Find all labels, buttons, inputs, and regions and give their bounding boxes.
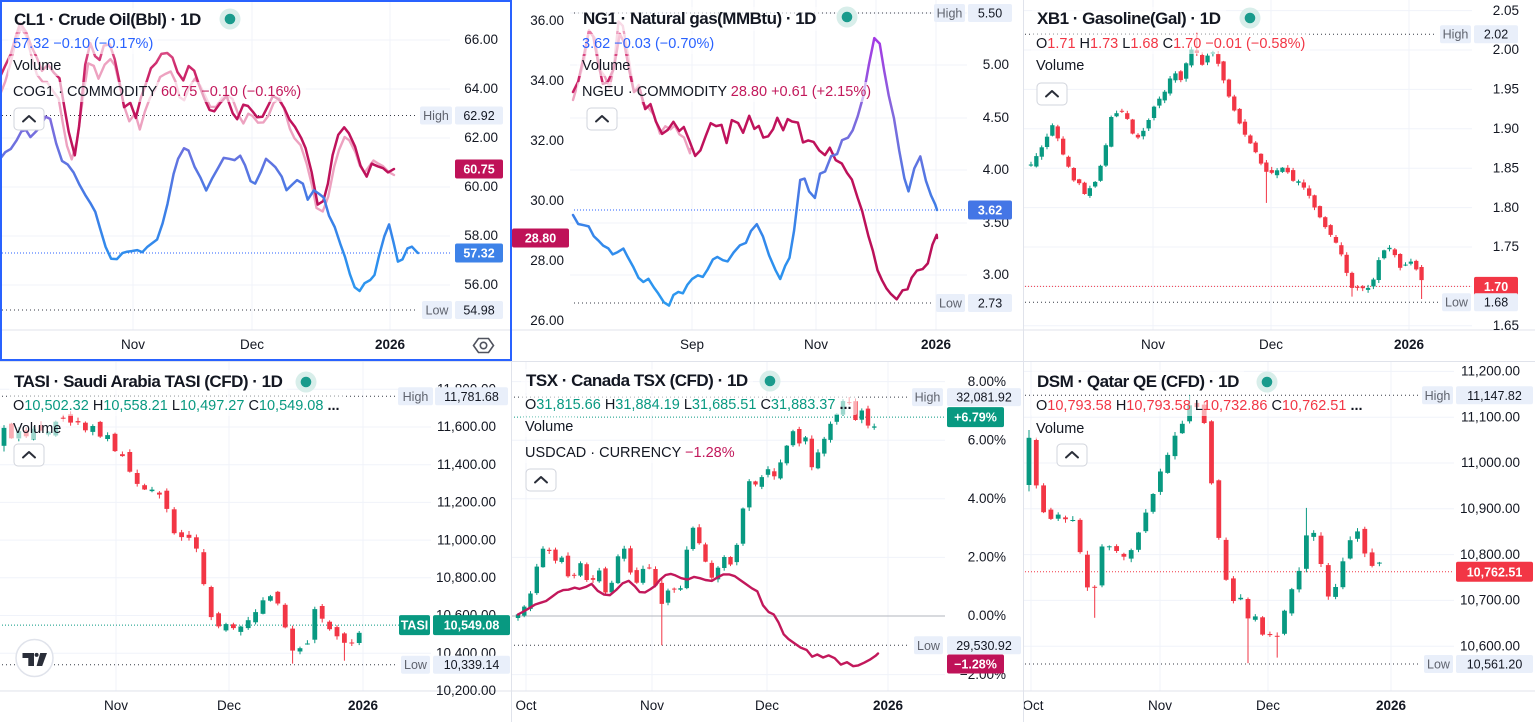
svg-text:Low: Low — [404, 658, 428, 672]
svg-text:3.00: 3.00 — [983, 267, 1009, 282]
svg-text:Dec: Dec — [217, 698, 241, 713]
svg-text:57.32: 57.32 — [463, 247, 494, 261]
svg-text:1.95: 1.95 — [1493, 82, 1519, 97]
svg-text:28.00: 28.00 — [530, 253, 564, 268]
svg-text:2.00: 2.00 — [1493, 42, 1519, 57]
svg-text:11,147.82: 11,147.82 — [1467, 389, 1522, 403]
svg-text:2.05: 2.05 — [1493, 3, 1519, 18]
svg-text:Low: Low — [917, 639, 941, 653]
svg-text:TASI: TASI — [401, 619, 429, 633]
svg-text:10,700.00: 10,700.00 — [1460, 593, 1520, 608]
svg-text:Dec: Dec — [1256, 698, 1280, 713]
svg-text:2.73: 2.73 — [978, 297, 1002, 311]
svg-text:1.70: 1.70 — [1484, 280, 1508, 294]
svg-text:32,081.92: 32,081.92 — [956, 391, 1012, 405]
svg-text:5.00: 5.00 — [983, 57, 1009, 72]
svg-text:10,800.00: 10,800.00 — [436, 570, 496, 585]
svg-text:64.00: 64.00 — [464, 81, 498, 96]
svg-text:+6.79%: +6.79% — [954, 411, 997, 425]
svg-text:Nov: Nov — [804, 337, 828, 352]
svg-text:10,339.14: 10,339.14 — [444, 658, 500, 672]
svg-text:4.50: 4.50 — [983, 110, 1009, 125]
svg-text:2026: 2026 — [375, 337, 406, 352]
svg-text:High: High — [1425, 389, 1451, 403]
svg-text:1.85: 1.85 — [1493, 160, 1519, 175]
svg-text:8.00%: 8.00% — [968, 374, 1006, 389]
svg-text:Oct: Oct — [515, 698, 536, 713]
svg-text:36.00: 36.00 — [530, 13, 564, 28]
svg-text:30.00: 30.00 — [530, 193, 564, 208]
svg-text:2026: 2026 — [1394, 337, 1425, 352]
svg-text:3.62: 3.62 — [978, 204, 1002, 218]
svg-text:2.00%: 2.00% — [968, 550, 1006, 565]
svg-text:Low: Low — [1427, 658, 1451, 672]
svg-text:Oct: Oct — [1023, 698, 1044, 713]
svg-text:High: High — [403, 390, 429, 404]
svg-text:5.50: 5.50 — [978, 7, 1002, 21]
svg-text:29,530.92: 29,530.92 — [956, 639, 1012, 653]
svg-text:28.80: 28.80 — [525, 232, 556, 246]
svg-text:1.65: 1.65 — [1493, 318, 1519, 333]
svg-text:10,900.00: 10,900.00 — [1460, 501, 1520, 516]
svg-text:62.92: 62.92 — [463, 109, 494, 123]
svg-text:−1.28%: −1.28% — [954, 658, 997, 672]
svg-text:10,549.08: 10,549.08 — [444, 619, 500, 633]
svg-text:11,200.00: 11,200.00 — [1461, 364, 1520, 379]
svg-text:11,000.00: 11,000.00 — [437, 532, 496, 547]
svg-text:Nov: Nov — [1148, 698, 1172, 713]
svg-text:62.00: 62.00 — [464, 130, 498, 145]
svg-text:60.00: 60.00 — [464, 179, 498, 194]
svg-text:11,200.00: 11,200.00 — [437, 495, 496, 510]
svg-text:Nov: Nov — [1141, 337, 1165, 352]
svg-text:6.00%: 6.00% — [968, 432, 1006, 447]
svg-text:2.02: 2.02 — [1484, 28, 1508, 42]
svg-text:2026: 2026 — [1376, 698, 1407, 713]
svg-text:Nov: Nov — [640, 698, 664, 713]
svg-text:56.00: 56.00 — [464, 277, 498, 292]
svg-text:11,600.00: 11,600.00 — [437, 419, 496, 434]
svg-text:1.68: 1.68 — [1484, 296, 1508, 310]
svg-text:Nov: Nov — [104, 698, 128, 713]
svg-text:1.75: 1.75 — [1493, 239, 1519, 254]
svg-text:1.90: 1.90 — [1493, 121, 1519, 136]
svg-text:Sep: Sep — [680, 337, 704, 352]
svg-text:32.00: 32.00 — [530, 133, 564, 148]
svg-text:10,600.00: 10,600.00 — [1460, 638, 1520, 653]
svg-text:High: High — [937, 7, 963, 21]
svg-text:High: High — [423, 109, 449, 123]
svg-text:60.75: 60.75 — [463, 163, 494, 177]
svg-text:11,000.00: 11,000.00 — [1461, 455, 1520, 470]
svg-text:2026: 2026 — [921, 337, 952, 352]
svg-text:26.00: 26.00 — [530, 313, 564, 328]
svg-text:10,800.00: 10,800.00 — [1460, 547, 1520, 562]
svg-text:11,400.00: 11,400.00 — [437, 457, 496, 472]
svg-text:Low: Low — [1445, 296, 1469, 310]
svg-text:4.00%: 4.00% — [968, 491, 1006, 506]
svg-text:4.00: 4.00 — [983, 162, 1009, 177]
svg-text:34.00: 34.00 — [530, 73, 564, 88]
svg-text:10,200.00: 10,200.00 — [436, 683, 496, 698]
svg-text:0.00%: 0.00% — [968, 608, 1006, 623]
svg-text:High: High — [1443, 28, 1469, 42]
svg-text:2026: 2026 — [348, 698, 379, 713]
svg-text:High: High — [915, 391, 941, 405]
svg-text:2026: 2026 — [873, 698, 904, 713]
svg-text:Dec: Dec — [240, 337, 264, 352]
svg-text:58.00: 58.00 — [464, 228, 498, 243]
svg-text:1.80: 1.80 — [1493, 200, 1519, 215]
svg-text:54.98: 54.98 — [463, 304, 494, 318]
svg-text:Dec: Dec — [755, 698, 779, 713]
svg-text:Low: Low — [426, 304, 450, 318]
svg-text:10,561.20: 10,561.20 — [1467, 658, 1523, 672]
svg-text:66.00: 66.00 — [464, 32, 498, 47]
svg-text:Dec: Dec — [1259, 337, 1283, 352]
svg-text:Low: Low — [939, 297, 963, 311]
svg-text:Nov: Nov — [121, 337, 145, 352]
svg-text:10,762.51: 10,762.51 — [1467, 565, 1523, 579]
svg-text:11,781.68: 11,781.68 — [444, 390, 499, 404]
svg-text:11,100.00: 11,100.00 — [1461, 409, 1520, 424]
